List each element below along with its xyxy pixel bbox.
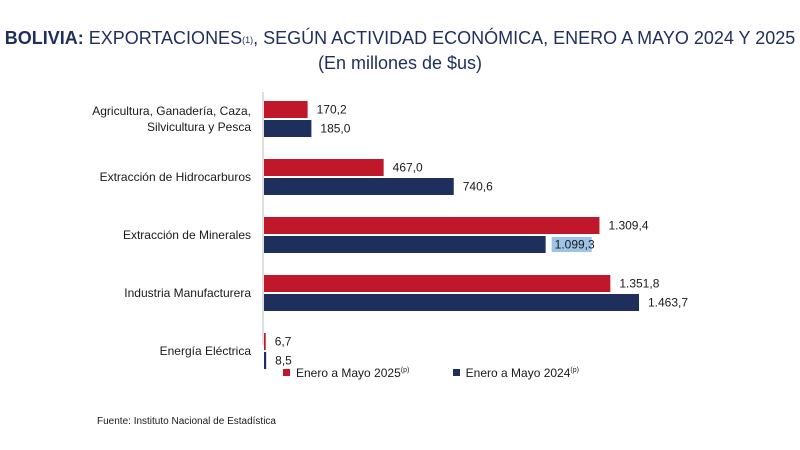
chart-title: BOLIVIA: EXPORTACIONES(1), SEGÚN ACTIVID… — [0, 26, 800, 50]
data-label-highlight — [551, 237, 592, 252]
category-label: Energía Eléctrica — [160, 344, 252, 358]
data-label-2024: 1.463,7 — [648, 296, 688, 310]
bar-2025 — [264, 333, 266, 350]
bar-2024 — [264, 178, 454, 195]
source-note: Fuente: Instituto Nacional de Estadístic… — [97, 416, 276, 427]
bar-2024 — [264, 236, 546, 253]
category-label: Agricultura, Ganadería, Caza, Silvicultur… — [92, 104, 251, 134]
data-label-2025: 467,0 — [393, 161, 423, 175]
legend-label-2025: Enero a Mayo 2025 — [296, 366, 401, 380]
legend-note-2024: (p) — [570, 367, 579, 374]
data-label-2024: 1.099,3 — [555, 238, 595, 252]
bar-2025 — [264, 275, 611, 292]
title-tail: , SEGÚN ACTIVIDAD ECONÓMICA, ENERO A MAY… — [253, 28, 796, 48]
bar-2025 — [264, 101, 308, 118]
category-label: Extracción de Hidrocarburos — [100, 170, 251, 184]
chart-legend: Enero a Mayo 2025(p) Enero a Mayo 2024(p… — [283, 366, 619, 380]
title-country: BOLIVIA: — [4, 28, 84, 48]
category-label: Industria Manufacturera — [124, 286, 251, 300]
legend-item-2025: Enero a Mayo 2025(p) — [283, 366, 409, 380]
data-label-2024: 185,0 — [320, 122, 350, 136]
data-label-2025: 170,2 — [317, 103, 347, 117]
legend-item-2024: Enero a Mayo 2024(p) — [452, 366, 579, 380]
title-footnote-mark: (1) — [242, 35, 254, 45]
bar-2024 — [264, 352, 267, 369]
bar-2025 — [264, 159, 384, 176]
category-label: Extracción de Minerales — [123, 228, 251, 242]
legend-swatch-2025 — [283, 369, 290, 376]
data-label-2025: 6,7 — [275, 335, 292, 349]
bar-2024 — [264, 120, 312, 137]
bar-2025 — [264, 217, 600, 234]
data-label-2024: 8,5 — [275, 354, 292, 368]
bar-2024 — [264, 294, 639, 311]
data-label-2025: 1.351,8 — [619, 277, 659, 291]
title-main: EXPORTACIONES — [83, 28, 243, 48]
data-label-2025: 1.309,4 — [608, 219, 648, 233]
legend-swatch-2024 — [452, 369, 460, 376]
legend-note-2025: (p) — [400, 367, 410, 374]
data-label-2024: 740,6 — [463, 180, 493, 194]
legend-label-2024: Enero a Mayo 2024 — [465, 366, 571, 380]
chart-subtitle: (En millones de $us) — [317, 53, 483, 73]
